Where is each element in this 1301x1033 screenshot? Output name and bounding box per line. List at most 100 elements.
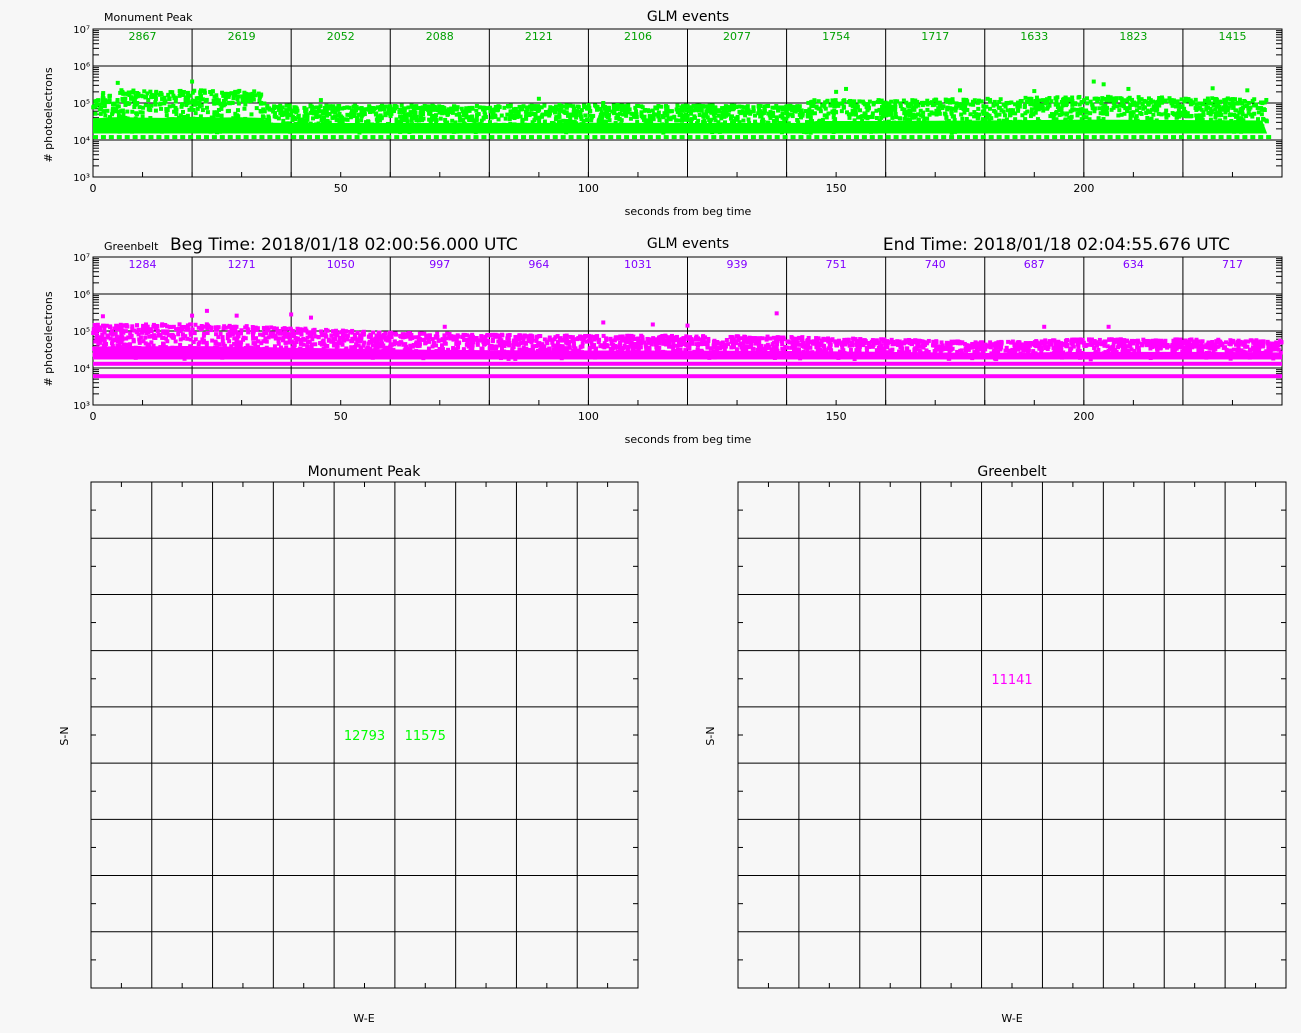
ts1-data-point [269, 107, 274, 112]
ts1-data-point [830, 110, 835, 115]
ts1-data-point [1101, 111, 1106, 116]
ts2-data-point [290, 345, 295, 350]
ts2-data-point [642, 340, 647, 345]
ts2-data-point [332, 341, 337, 346]
ts1-data-point [422, 104, 427, 109]
ts1-data-point [818, 109, 823, 114]
ts1-data-point [758, 111, 763, 116]
ts2-data-point [301, 336, 306, 341]
ts1-floor-dash [671, 135, 677, 140]
ts1-data-point [193, 99, 198, 104]
ts1-bin-count: 1717 [921, 30, 949, 43]
ts1-data-point [898, 116, 903, 121]
ts1-data-point [628, 116, 633, 121]
ts1-floor-dash [616, 135, 622, 140]
ts1-data-point [140, 114, 145, 119]
ts1-data-point [1208, 112, 1213, 117]
ts1-data-point [274, 115, 279, 120]
ts1-data-point [1059, 106, 1064, 111]
ts1-data-point [1165, 113, 1170, 118]
ts1-data-point [705, 107, 710, 112]
ts2-data-point [204, 340, 209, 345]
ts1-data-point [284, 110, 289, 115]
ts2-data-point [858, 340, 863, 345]
ts1-floor-dash [1020, 135, 1026, 140]
ts2-data-point [917, 348, 922, 353]
ts1-data-point [138, 110, 143, 115]
ts1-data-point [696, 108, 701, 113]
ts2-data-point [191, 340, 196, 345]
ts1-outlier-point [1091, 79, 1096, 84]
ts2-data-point [964, 348, 969, 353]
ts2-data-point [997, 341, 1002, 346]
ts1-data-point [997, 105, 1002, 110]
ts1-data-point [392, 104, 397, 109]
ts2-data-point [341, 332, 346, 337]
ts1-data-point [713, 109, 718, 114]
ts1-data-point [1254, 102, 1259, 107]
ts1-data-point [550, 106, 555, 111]
ts1-floor-dash [552, 135, 558, 140]
ts1-data-point [716, 108, 721, 113]
ts1-outlier-point [1210, 86, 1215, 91]
ts2-data-point [276, 339, 281, 344]
ts1-data-point [881, 113, 886, 118]
ts1-data-point [680, 104, 685, 109]
ts2-data-point [1159, 338, 1164, 343]
ts1-data-point [1060, 102, 1065, 107]
ts1-data-point [474, 103, 479, 108]
ts1-data-point [259, 100, 264, 105]
ts1-data-point [1007, 100, 1012, 105]
ts2-data-point [618, 334, 623, 339]
ts1-data-point [762, 107, 767, 112]
ts1-floor-dash [1067, 135, 1073, 140]
ts1-outlier-point [1126, 86, 1131, 91]
ts1-data-point [597, 117, 602, 122]
ts1-floor-dash [1234, 135, 1240, 140]
ts1-data-point [992, 99, 997, 104]
ts1-data-point [713, 118, 718, 123]
ts1-data-point [1174, 115, 1179, 120]
ts2-data-point [858, 342, 863, 347]
ts2-data-point [136, 332, 141, 337]
ts2-data-point [948, 347, 953, 352]
ts2-data-point [742, 344, 747, 349]
ts2-data-point [188, 322, 193, 327]
ts1-data-point [856, 115, 861, 120]
ts1-data-point [401, 109, 406, 114]
ts1-data-point [954, 101, 959, 106]
ts1-data-point [616, 103, 621, 108]
ts2-data-point [313, 334, 318, 339]
ts1-data-point [166, 92, 171, 97]
ts1-data-point [604, 114, 609, 119]
ts2-data-point [860, 338, 865, 343]
ts2-data-point [551, 343, 556, 348]
ts2-data-point [1096, 341, 1101, 346]
ts2-data-point [210, 338, 215, 343]
ts2-data-point [261, 333, 266, 338]
ts2-data-point [822, 347, 827, 352]
ts1-data-point [1228, 97, 1233, 102]
ts1-data-point [141, 105, 146, 110]
ts1-data-point [842, 98, 847, 103]
ts2-data-point [225, 332, 230, 337]
ts1-floor-dash [338, 135, 344, 140]
ts1-data-point [707, 118, 712, 123]
ts1-data-point [1128, 102, 1133, 107]
ts1-floor-dash [1171, 135, 1177, 140]
ts2-data-point [774, 345, 779, 350]
ts1-data-point [696, 118, 701, 123]
ts1-floor-dash [1226, 135, 1232, 140]
ts1-data-point [361, 107, 366, 112]
ts1-data-point [1090, 102, 1095, 107]
ts1-floor-dash [1202, 135, 1208, 140]
ts1-data-point [1186, 98, 1191, 103]
ts2-data-point [718, 341, 723, 346]
ts2-data-point [797, 336, 802, 341]
ts2-data-point [1211, 342, 1216, 347]
ts1-data-point [518, 114, 523, 119]
ts1-data-point [121, 112, 126, 117]
ts1-floor-dash [846, 135, 852, 140]
ts1-data-point [364, 120, 369, 125]
ts1-data-point [1098, 111, 1103, 116]
